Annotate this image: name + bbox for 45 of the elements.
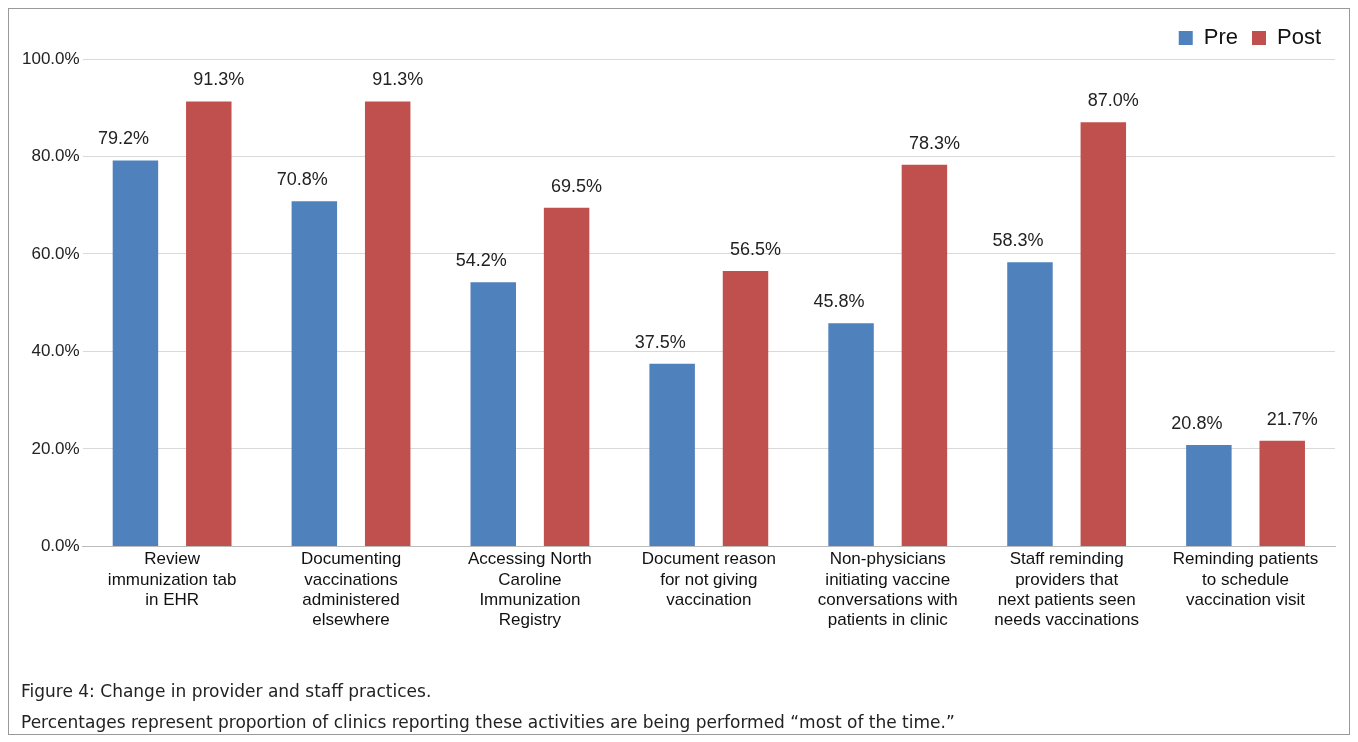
data-label: 54.2%	[455, 250, 507, 271]
data-label: 91.3%	[193, 69, 245, 90]
bar	[364, 101, 411, 546]
legend-label: Post	[1276, 24, 1322, 50]
bar	[291, 201, 338, 546]
data-label: 70.8%	[276, 169, 328, 190]
text: Figure 4: Change in provider and staff practices.	[21, 681, 432, 701]
x-tick-label: Documenting vaccinations administered elsewhere	[300, 549, 402, 630]
data-label: 20.8%	[1171, 412, 1223, 433]
x-tick-label: Document reason for not giving vaccination	[641, 549, 776, 610]
data-label: 69.5%	[551, 175, 603, 196]
bar	[1259, 440, 1305, 546]
y-tick-label: 100.0%	[21, 48, 80, 68]
y-tick-label: 0.0%	[40, 536, 80, 556]
bar	[1186, 445, 1232, 546]
bar	[722, 271, 769, 546]
data-label: 79.2%	[97, 128, 149, 149]
bar	[470, 282, 516, 546]
y-tick-label: 20.0%	[31, 438, 80, 458]
bar	[186, 101, 232, 546]
x-tick-label: Staff reminding providers that next patients seen needs vaccinations	[994, 549, 1139, 630]
x-tick-label: Review immunization tab in EHR	[107, 549, 237, 610]
x-tick-label: Non-physicians initiating vaccine conversations with patients in clinic	[817, 549, 958, 630]
y-tick-label: 80.0%	[31, 146, 80, 166]
x-tick-label: Reminding patients to schedule vaccination visit	[1172, 549, 1319, 610]
data-label: 87.0%	[1087, 90, 1139, 111]
y-tick-label: 40.0%	[31, 341, 80, 361]
bar	[649, 363, 695, 546]
bar	[901, 164, 948, 546]
data-label: 58.3%	[992, 230, 1044, 251]
bar	[543, 207, 590, 546]
legend-label: Pre	[1203, 24, 1238, 50]
text: Percentages represent proportion of clinics reporting these activities are being performed “most of the time.”	[21, 712, 955, 732]
data-label: 91.3%	[372, 69, 424, 90]
data-label: 56.5%	[729, 238, 782, 259]
bar	[828, 323, 874, 546]
data-label: 21.7%	[1266, 408, 1318, 429]
bar	[1007, 262, 1053, 546]
data-label: 78.3%	[908, 132, 960, 153]
x-tick-label: Accessing North Caroline Immunization Registry	[468, 549, 592, 630]
y-tick-label: 60.0%	[31, 243, 80, 263]
bar	[1080, 122, 1127, 546]
bar	[112, 160, 159, 546]
data-label: 45.8%	[813, 291, 865, 312]
data-label: 37.5%	[634, 331, 686, 352]
